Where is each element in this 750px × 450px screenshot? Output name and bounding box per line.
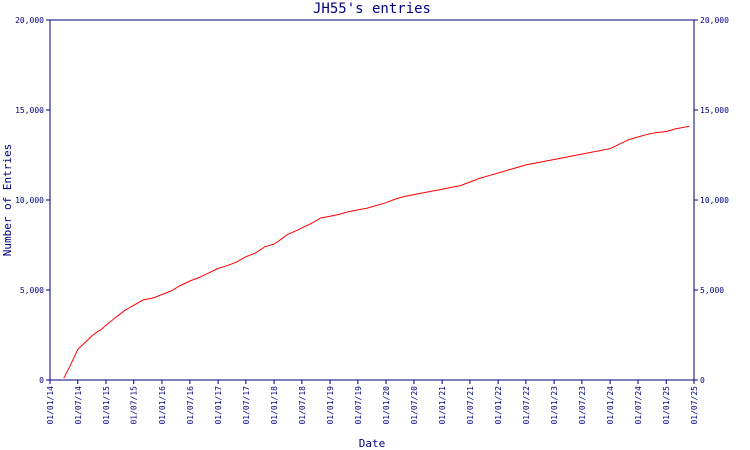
series-line (63, 125, 690, 379)
y-tick-label-left: 5,000 (20, 286, 44, 295)
x-tick-label: 01/01/15 (102, 386, 111, 425)
x-tick-label: 01/01/23 (550, 386, 559, 425)
y-tick-label-right: 0 (700, 376, 705, 385)
x-tick-label: 01/01/18 (270, 386, 279, 425)
y-tick-label-right: 15,000 (700, 106, 729, 115)
x-tick-label: 01/07/16 (186, 386, 195, 425)
x-tick-label: 01/01/20 (382, 386, 391, 425)
y-axis-label: Number of Entries (1, 144, 14, 257)
y-tick-label-left: 15,000 (15, 106, 44, 115)
x-tick-label: 01/01/21 (438, 386, 447, 425)
y-tick-label-right: 10,000 (700, 196, 729, 205)
x-tick-label: 01/07/24 (634, 386, 643, 425)
x-tick-label: 01/07/14 (74, 386, 83, 425)
x-tick-label: 01/01/25 (662, 386, 671, 425)
axes-layer: 0 0 5,000 5,000 10,000 10,000 15,000 15,000 20,0… (15, 16, 729, 425)
series-layer (63, 125, 690, 379)
x-tick-label: 01/07/18 (298, 386, 307, 425)
x-tick-label: 01/07/19 (354, 386, 363, 425)
x-tick-label: 01/01/19 (326, 386, 335, 425)
x-tick-label: 01/07/20 (410, 386, 419, 425)
y-tick-label-left: 0 (39, 376, 44, 385)
x-axis-label: Date (359, 437, 386, 450)
x-tick-label: 01/01/16 (158, 386, 167, 425)
x-tick-label: 01/07/15 (130, 386, 139, 425)
y-tick-label-right: 20,000 (700, 16, 729, 25)
chart-title: JH55's entries (313, 1, 431, 17)
y-tick-label-left: 10,000 (15, 196, 44, 205)
y-tick-label-left: 20,000 (15, 16, 44, 25)
x-tick-label: 01/07/22 (522, 386, 531, 425)
x-tick-label: 01/01/22 (494, 386, 503, 425)
x-tick-label: 01/07/25 (690, 386, 699, 425)
x-tick-label: 01/01/14 (46, 386, 55, 425)
x-tick-label: 01/07/23 (578, 386, 587, 425)
x-tick-label: 01/01/17 (214, 386, 223, 425)
x-tick-label: 01/07/17 (242, 386, 251, 425)
x-tick-label: 01/01/24 (606, 386, 615, 425)
x-tick-label: 01/07/21 (466, 386, 475, 425)
y-tick-label-right: 5,000 (700, 286, 724, 295)
